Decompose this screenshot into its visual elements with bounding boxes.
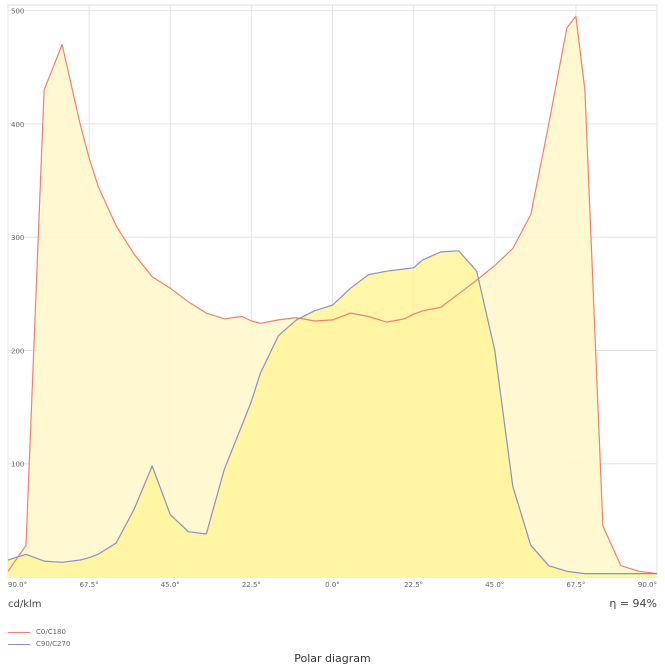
y-tick-label: 300	[11, 234, 24, 242]
y-tick-label: 200	[11, 347, 24, 355]
series-line-1	[7, 250, 657, 575]
luminous-intensity-chart: 100 200 300 400 500 90.0° 67.5° 45.0° 22.5° 0.0° 2…	[7, 4, 658, 589]
legend-item-c0-c180: C0/C180	[8, 626, 70, 638]
legend-swatch-c0-c180	[8, 631, 30, 633]
efficiency-label: η = 94%	[609, 597, 657, 610]
axis-ticks: 100 200 300 400 500 90.0° 67.5° 45.0° 22.5° 0.0° 2…	[8, 8, 657, 589]
series-line-0	[7, 15, 658, 575]
legend-swatch-c90-c270	[8, 643, 30, 645]
y-tick-label: 400	[11, 121, 24, 129]
legend: C0/C180 C90/C270	[8, 626, 70, 650]
y-tick-label: 100	[11, 461, 24, 469]
x-tick-label: 45.0°	[485, 581, 504, 589]
x-tick-label: 22.5°	[242, 581, 261, 589]
y-tick-label: 500	[11, 8, 24, 16]
series-lines	[7, 15, 658, 575]
x-tick-label: 67.5°	[80, 581, 99, 589]
x-tick-label: 67.5°	[566, 581, 585, 589]
legend-label-c0-c180: C0/C180	[36, 628, 66, 636]
x-tick-label: 90.0°	[638, 581, 657, 589]
x-tick-label: 45.0°	[161, 581, 180, 589]
x-tick-label: 22.5°	[404, 581, 423, 589]
legend-item-c90-c270: C90/C270	[8, 638, 70, 650]
series-areas	[8, 16, 657, 578]
legend-label-c90-c270: C90/C270	[36, 640, 71, 648]
series-area-1	[8, 250, 657, 578]
x-tick-label: 0.0°	[325, 581, 340, 589]
chart-caption: Polar diagram	[294, 652, 371, 665]
x-tick-label: 90.0°	[8, 581, 27, 589]
unit-label: cd/klm	[8, 599, 42, 610]
